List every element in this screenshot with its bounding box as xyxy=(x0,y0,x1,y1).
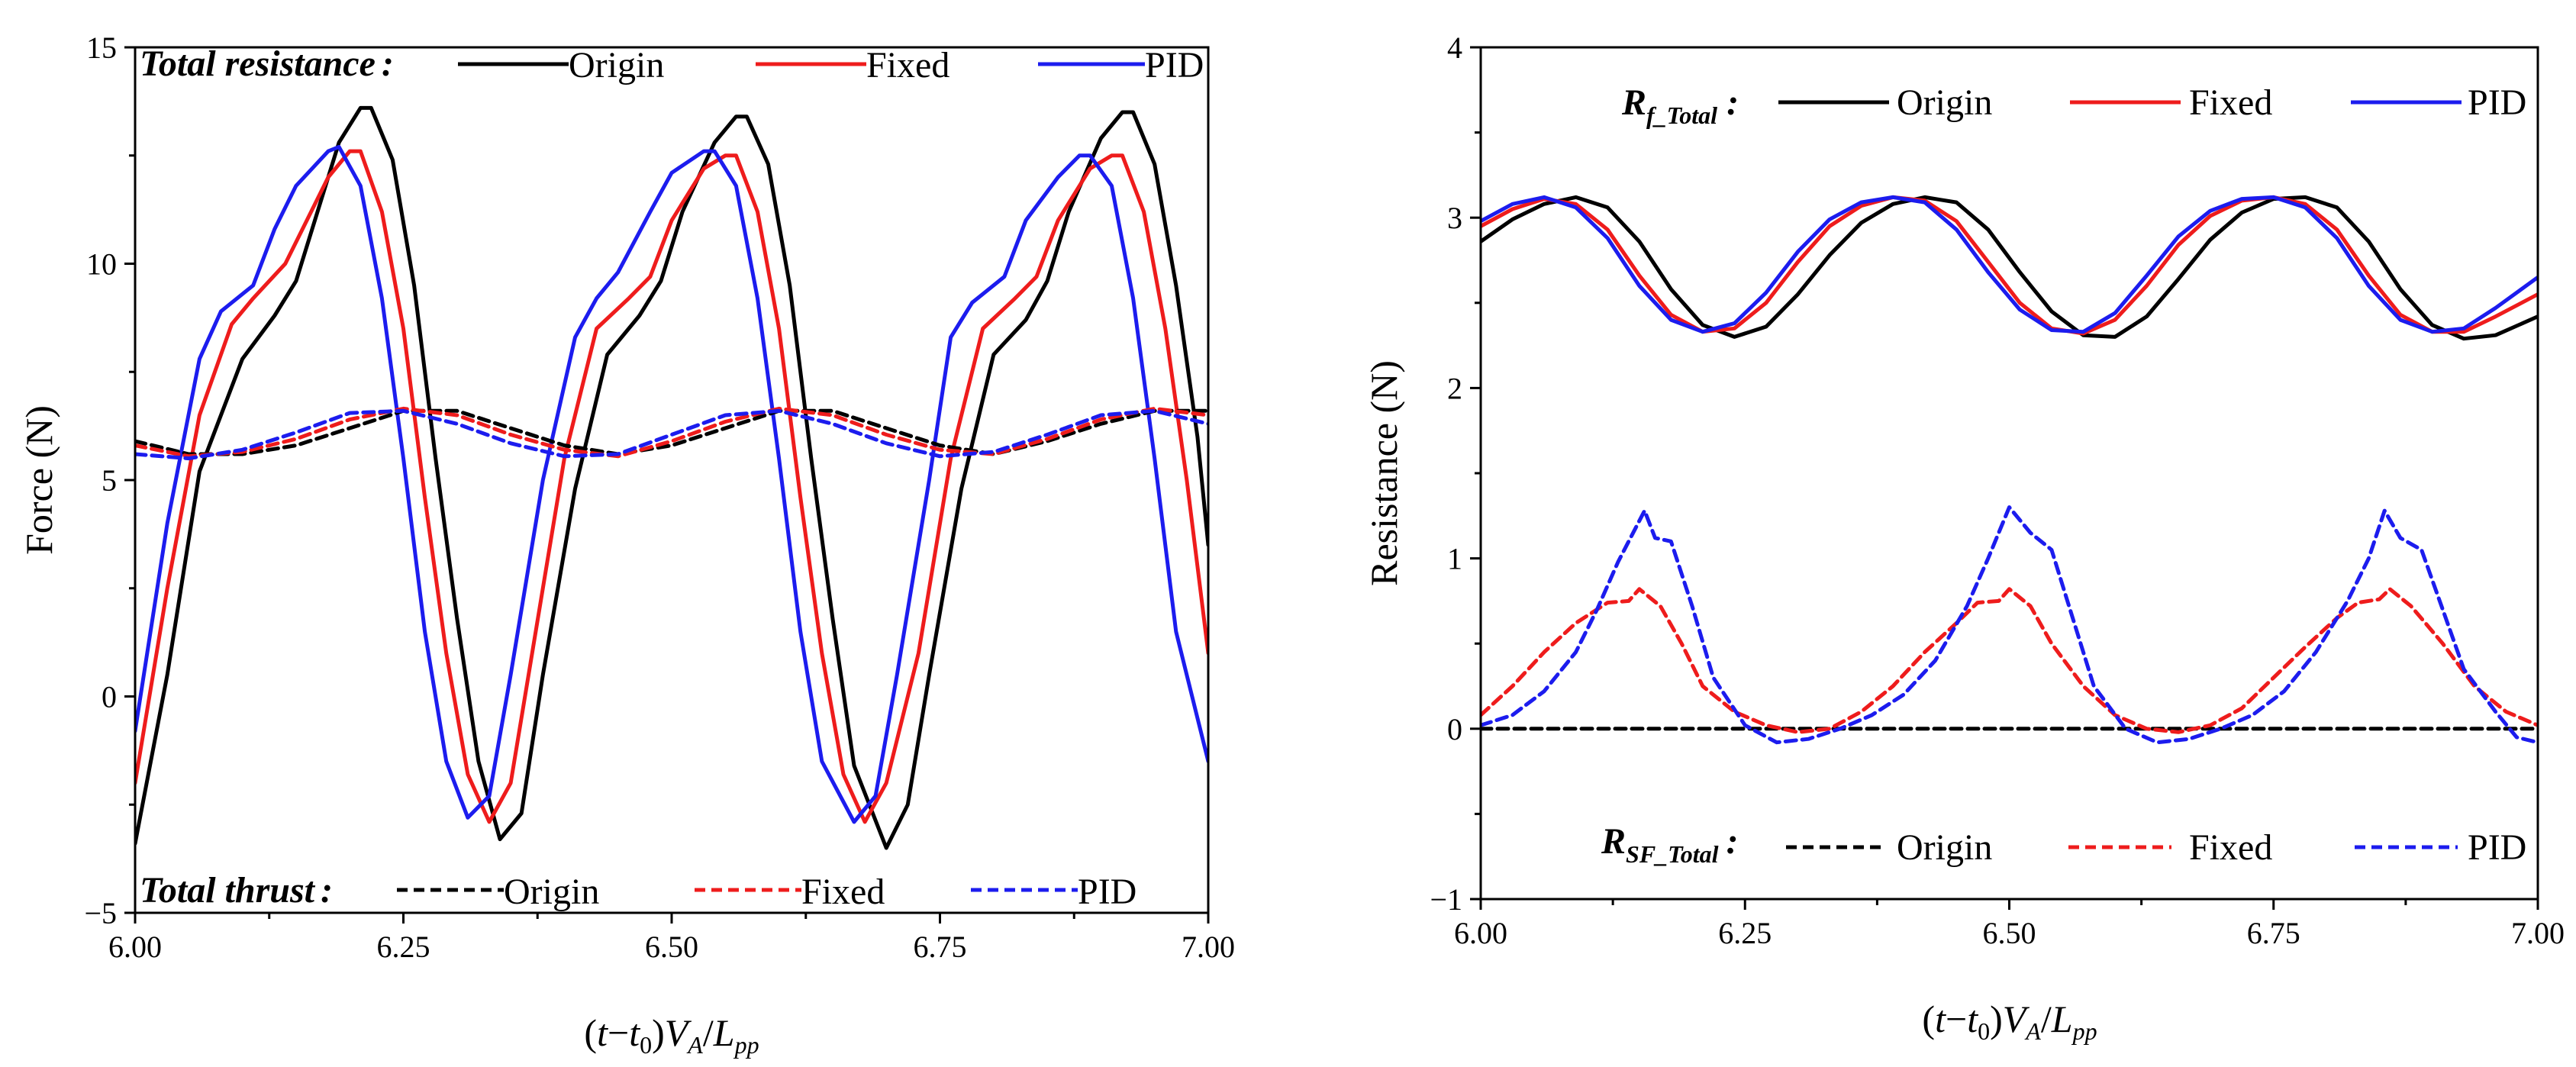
resistance-x-tick-label: 6.00 xyxy=(1454,916,1507,950)
resistance-series-pid-dashed xyxy=(1481,505,2538,745)
force-plot-frame xyxy=(134,46,1210,914)
resistance-x-tick-label: 6.50 xyxy=(1983,916,2036,950)
force-x-tick-label: 6.75 xyxy=(914,930,967,964)
force-y-tick-label: 15 xyxy=(86,31,117,65)
legend-label-fixed: Fixed xyxy=(866,45,949,85)
force-y-tick-label: −5 xyxy=(84,896,117,930)
resistance-series-origin-solid xyxy=(1481,195,2538,341)
resistance-x-tick-label: 6.75 xyxy=(2247,916,2300,950)
force-legend-top: Total resistance: Origin Fixed PID xyxy=(140,44,1204,85)
resistance-series-fixed-dashed xyxy=(1481,587,2538,734)
resistance-x-label: (t−t0)VA/Lpp xyxy=(1922,998,2097,1045)
resistance-legend-bottom-title: RSF_Total: xyxy=(1601,821,1739,868)
legend-label-pid-dashed: PID xyxy=(2468,827,2526,868)
legend-label-pid-dashed: PID xyxy=(1078,872,1136,912)
force-x-ticks: 6.00 6.25 6.50 6.75 7.00 xyxy=(108,913,1235,964)
resistance-y-tick-label: 0 xyxy=(1447,712,1462,746)
resistance-series-fixed-solid xyxy=(1481,195,2538,336)
resistance-y-tick-label: 3 xyxy=(1447,201,1462,235)
resistance-plot-frame xyxy=(1479,46,2539,901)
force-series-group xyxy=(135,105,1208,850)
resistance-y-ticks: −1 0 1 2 3 4 xyxy=(1430,31,1481,917)
legend-label-origin: Origin xyxy=(569,45,664,85)
resistance-y-tick-label: 2 xyxy=(1447,371,1462,405)
legend-label-fixed-dashed: Fixed xyxy=(801,872,885,912)
resistance-y-label: Resistance (N) xyxy=(1362,360,1405,586)
resistance-series-group xyxy=(1481,195,2538,745)
resistance-x-tick-label: 7.00 xyxy=(2511,916,2565,950)
resistance-y-tick-label: 1 xyxy=(1447,542,1462,576)
legend-label-fixed: Fixed xyxy=(2189,82,2272,123)
legend-label-pid: PID xyxy=(2468,82,2526,123)
resistance-x-tick-label: 6.25 xyxy=(1718,916,1772,950)
resistance-y-tick-label: −1 xyxy=(1430,882,1462,917)
force-legend-bottom: Total thrust: Origin Fixed PID xyxy=(140,870,1136,912)
legend-label-pid: PID xyxy=(1145,45,1204,85)
resistance-legend-top-title: Rf_Total: xyxy=(1621,82,1739,129)
resistance-y-tick-label: 4 xyxy=(1447,31,1462,65)
resistance-legend-bottom: RSF_Total: Origin Fixed PID xyxy=(1601,821,2526,868)
legend-label-origin-dashed: Origin xyxy=(1897,827,1992,868)
resistance-legend-top: Rf_Total: Origin Fixed PID xyxy=(1621,82,2526,129)
force-x-tick-label: 6.00 xyxy=(108,930,162,964)
force-y-label: Force (N) xyxy=(18,405,60,555)
resistance-chart: 6.00 6.25 6.50 6.75 7.00 −1 0 1 2 3 4 Resistance … xyxy=(1362,31,2565,1045)
force-y-tick-label: 0 xyxy=(102,680,117,714)
force-series-fixed-dashed xyxy=(135,406,1208,459)
force-series-origin-dashed xyxy=(135,408,1208,456)
legend-label-origin-dashed: Origin xyxy=(504,872,599,912)
force-x-label: (t−t0)VA/Lpp xyxy=(584,1011,759,1059)
force-legend-top-title: Total resistance: xyxy=(140,44,394,84)
force-x-tick-label: 6.25 xyxy=(377,930,430,964)
legend-label-fixed-dashed: Fixed xyxy=(2189,827,2272,868)
resistance-x-ticks: 6.00 6.25 6.50 6.75 7.00 xyxy=(1454,899,2565,950)
force-y-tick-label: 10 xyxy=(86,247,117,282)
force-y-ticks: −5 0 5 10 15 xyxy=(84,31,135,930)
force-y-tick-label: 5 xyxy=(102,463,117,498)
force-series-pid-solid xyxy=(135,144,1208,824)
force-x-tick-label: 7.00 xyxy=(1182,930,1235,964)
force-x-tick-label: 6.50 xyxy=(645,930,698,964)
force-series-pid-dashed xyxy=(135,408,1208,461)
resistance-series-pid-solid xyxy=(1481,195,2538,334)
force-series-fixed-solid xyxy=(135,149,1208,824)
force-legend-bottom-title: Total thrust: xyxy=(140,870,333,911)
legend-label-origin: Origin xyxy=(1897,82,1992,123)
